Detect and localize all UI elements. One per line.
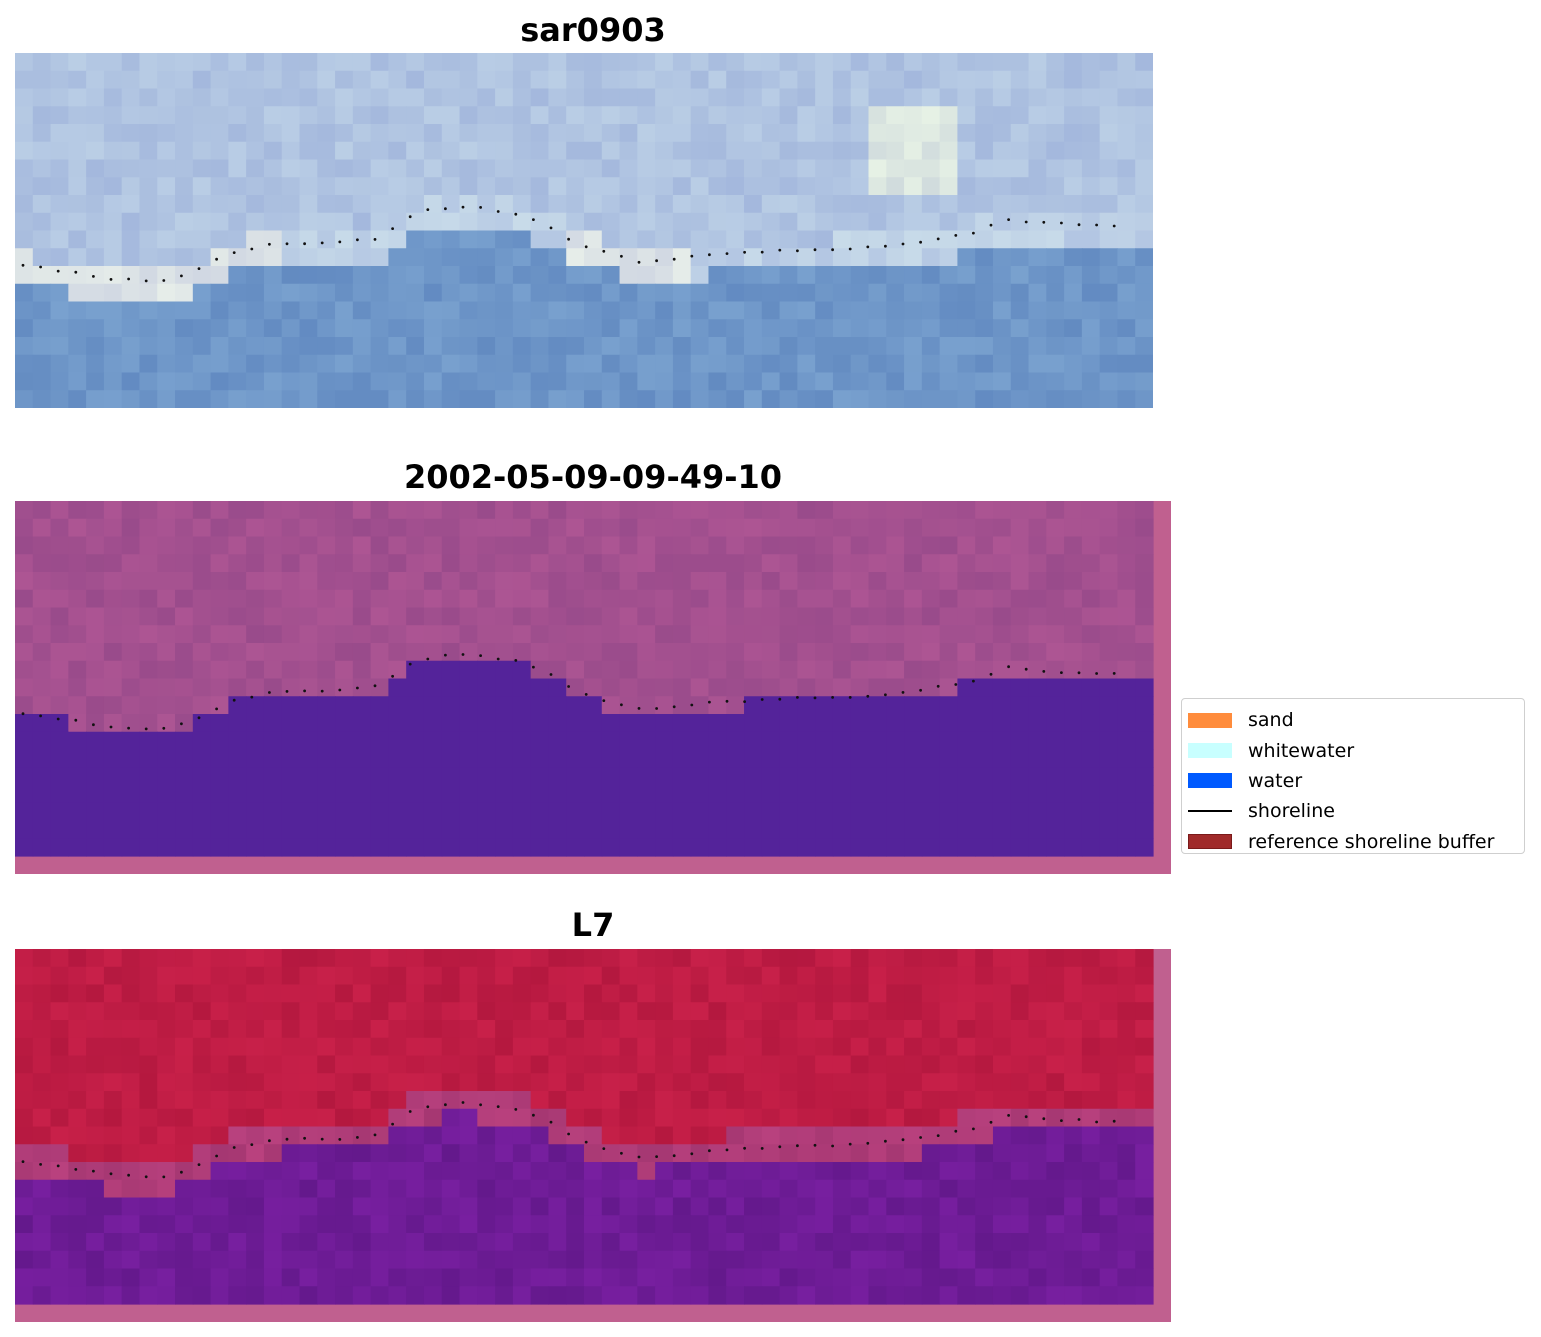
buffer-swatch (1188, 834, 1232, 850)
rgb-image-panel (15, 53, 1153, 408)
legend-label-shoreline: shoreline (1248, 800, 1335, 823)
legend-item-shoreline: shoreline (1188, 796, 1524, 826)
panel-title-rgb: sar0903 (520, 11, 666, 49)
panel-title-classified: 2002-05-09-09-49-10 (403, 458, 783, 496)
legend-item-buffer: reference shoreline buffer (1188, 827, 1524, 857)
shoreline-trace (21, 1101, 1116, 1179)
legend: sand whitewater water shoreline referenc… (1181, 698, 1525, 854)
shoreline-trace (21, 205, 1116, 283)
legend-label-whitewater: whitewater (1248, 739, 1355, 762)
legend-label-buffer: reference shoreline buffer (1248, 830, 1495, 853)
classified-image-panel (15, 501, 1171, 874)
sand-swatch (1188, 712, 1232, 728)
water-swatch (1188, 773, 1232, 789)
legend-item-whitewater: whitewater (1188, 735, 1524, 765)
legend-item-water: water (1188, 766, 1524, 796)
panel-title-index: L7 (571, 906, 615, 944)
legend-label-water: water (1248, 769, 1303, 792)
shoreline-swatch (1188, 810, 1232, 813)
legend-item-sand: sand (1188, 705, 1524, 735)
legend-label-sand: sand (1248, 709, 1294, 732)
whitewater-swatch (1188, 743, 1232, 759)
shoreline-trace (21, 653, 1116, 731)
index-image-panel (15, 949, 1171, 1322)
